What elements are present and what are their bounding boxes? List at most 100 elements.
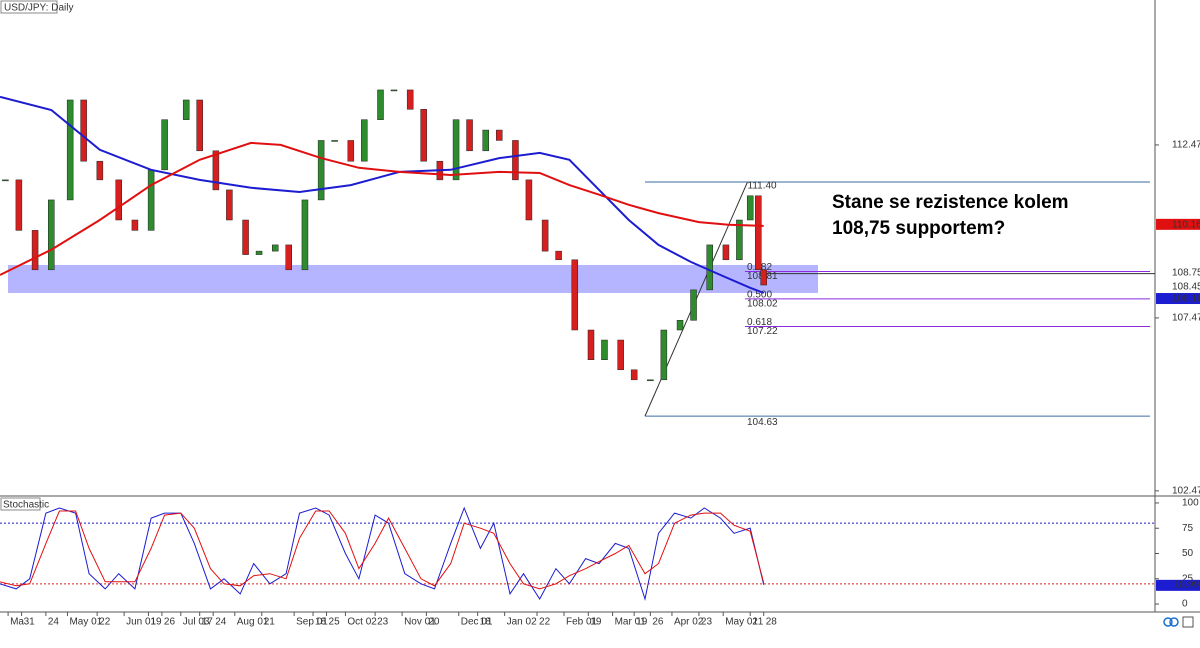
candle — [115, 179, 122, 221]
x-tick-label: Mar 01 — [615, 617, 647, 628]
candle — [66, 99, 74, 201]
candle — [746, 195, 754, 221]
candle — [2, 179, 9, 182]
candle — [212, 150, 220, 191]
x-tick-label: 31 — [24, 617, 36, 628]
x-tick-label: 23 — [701, 617, 713, 628]
x-tick-label: 24 — [215, 617, 227, 628]
candle — [760, 269, 767, 286]
candle — [272, 244, 279, 252]
x-tick-label: Oct 02 — [347, 617, 377, 628]
ma-line — [0, 141, 764, 276]
price-badge-label: 108.16 — [1172, 294, 1200, 305]
settings-icon[interactable] — [1182, 616, 1194, 628]
support-zone — [8, 264, 818, 293]
candle — [196, 99, 203, 152]
level-label: 111.40 — [748, 181, 778, 192]
x-tick-label: 26 — [652, 617, 664, 628]
candle — [676, 320, 684, 331]
annotation: Stane se rezistence kolem — [832, 192, 1069, 213]
candle — [601, 339, 608, 360]
candle — [541, 219, 549, 252]
x-tick-label: Feb 01 — [566, 617, 598, 628]
icon-part[interactable] — [1163, 617, 1173, 627]
candle — [377, 89, 384, 120]
x-tick-label: Jun 01 — [126, 617, 156, 628]
x-tick-label: 26 — [164, 617, 176, 628]
candle — [587, 329, 595, 360]
candle — [660, 329, 668, 381]
candle — [406, 89, 414, 110]
y-tick-label: 25 — [1182, 573, 1194, 584]
x-tick-label: 21 — [752, 617, 764, 628]
candle — [147, 169, 155, 231]
x-tick-label: 18 — [480, 617, 492, 628]
candle — [390, 89, 398, 92]
stoch-badge — [1156, 579, 1200, 591]
x-tick-label: 19 — [636, 617, 648, 628]
title-box — [0, 0, 58, 14]
x-tick-label: 22 — [539, 617, 551, 628]
candle — [361, 119, 368, 162]
candle — [495, 129, 503, 141]
candle — [182, 99, 190, 120]
y-tick-label: 100 — [1182, 498, 1199, 509]
candle — [690, 289, 697, 321]
candle — [706, 244, 713, 291]
x-tick-label: May 01 — [725, 617, 758, 628]
y-tick-label: 107.47 — [1172, 313, 1200, 324]
icon-part[interactable] — [1169, 617, 1179, 627]
candle — [555, 250, 562, 261]
x-tick-label: Jan 02 — [507, 617, 537, 628]
candle — [242, 219, 249, 255]
candle — [80, 99, 87, 162]
candle — [452, 119, 460, 181]
price-badge — [1156, 280, 1200, 292]
price-badge — [1156, 266, 1200, 278]
x-tick-label: Apr 02 — [674, 617, 704, 628]
stoch-line — [0, 510, 765, 590]
x-tick-label: 19 — [590, 617, 602, 628]
price-badge-label: 108.45 — [1172, 282, 1200, 293]
x-tick-label: 23 — [377, 617, 389, 628]
x-tick-label: May 01 — [69, 617, 102, 628]
candle — [161, 119, 168, 171]
x-tick-label: 20 — [428, 617, 440, 628]
candle — [571, 259, 579, 331]
candle — [420, 109, 427, 162]
y-tick-label: 102.47 — [1172, 485, 1200, 496]
candle — [285, 244, 292, 271]
candle — [525, 179, 533, 221]
candle — [301, 199, 309, 271]
candle — [617, 339, 624, 371]
stoch-title-box — [0, 497, 41, 511]
fib-price: 108.02 — [747, 299, 778, 310]
link-icon[interactable] — [1163, 617, 1179, 627]
stoch-title: Stochastic — [3, 500, 49, 511]
candle — [755, 195, 762, 271]
fib-price: 107.22 — [747, 326, 778, 337]
fib-ratio: 0.618 — [747, 317, 772, 328]
ma-line — [0, 95, 765, 294]
icon-part[interactable] — [1182, 616, 1194, 628]
y-tick-label: 112.47 — [1172, 140, 1200, 151]
candle — [736, 219, 743, 261]
x-tick-label: 18 — [315, 617, 327, 628]
candle — [48, 199, 55, 271]
candle — [317, 140, 325, 201]
x-tick-label: Nov 01 — [404, 617, 436, 628]
y-tick-label: 50 — [1182, 548, 1194, 559]
candle — [512, 140, 519, 181]
price-badge — [1156, 218, 1200, 230]
candle — [722, 244, 730, 261]
candle — [347, 140, 355, 162]
annotation: 108,75 supportem? — [832, 218, 1005, 239]
fib-ratio: 0.500 — [747, 290, 772, 301]
candle — [15, 179, 23, 231]
price-badge-label: 108.75 — [1172, 267, 1200, 278]
x-tick-label: 21 — [264, 617, 276, 628]
candle — [630, 369, 638, 381]
